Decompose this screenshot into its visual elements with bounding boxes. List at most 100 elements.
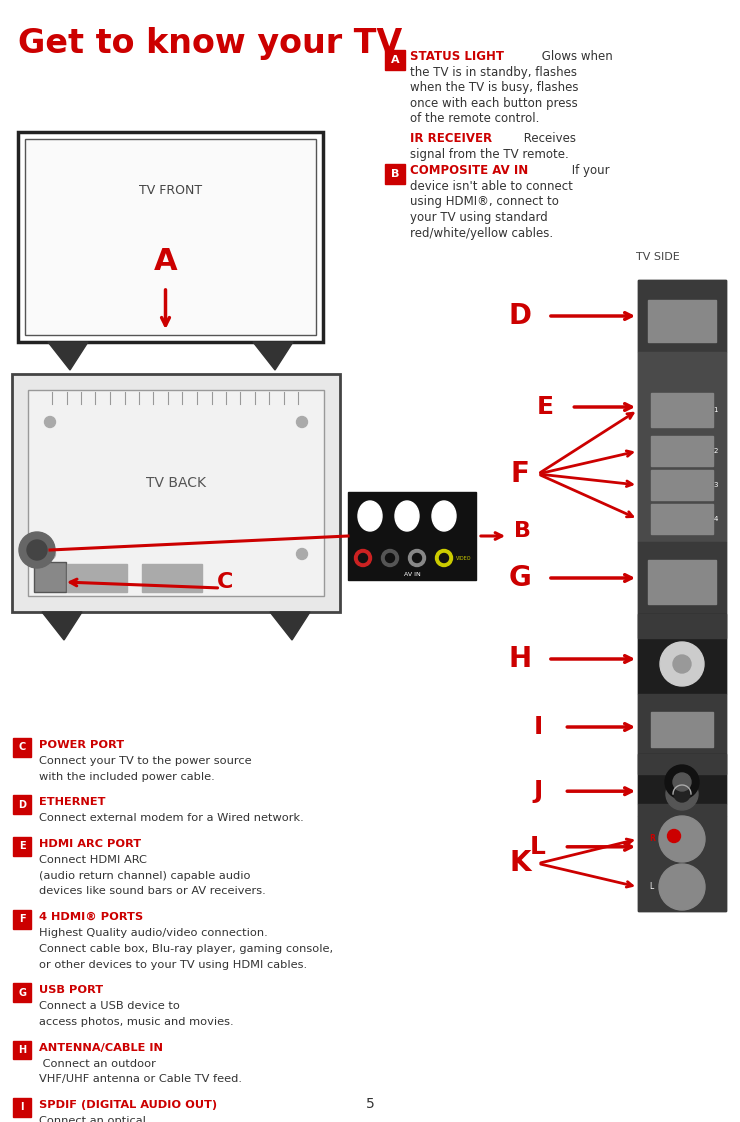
Circle shape xyxy=(412,553,422,562)
Circle shape xyxy=(44,549,56,560)
Bar xyxy=(638,754,726,774)
Text: I: I xyxy=(534,715,542,739)
Bar xyxy=(385,164,405,184)
Bar xyxy=(25,139,316,335)
Circle shape xyxy=(660,642,704,686)
Bar xyxy=(142,564,202,592)
Ellipse shape xyxy=(358,502,382,531)
Text: 4 HDMI® PORTS: 4 HDMI® PORTS xyxy=(39,912,144,922)
Bar xyxy=(651,712,713,747)
Bar xyxy=(651,470,713,500)
Text: Connect a USB device to: Connect a USB device to xyxy=(39,1001,181,1011)
Bar xyxy=(13,837,32,855)
Text: ETHERNET: ETHERNET xyxy=(664,289,700,295)
Bar xyxy=(12,374,340,611)
Text: ARC: ARC xyxy=(676,398,687,403)
Text: C: C xyxy=(18,743,26,752)
Text: Glows when: Glows when xyxy=(538,50,613,63)
Polygon shape xyxy=(253,342,293,370)
Text: Connect an optical: Connect an optical xyxy=(39,1116,147,1122)
Text: 5: 5 xyxy=(366,1097,374,1111)
Bar xyxy=(638,695,726,754)
Circle shape xyxy=(19,532,55,568)
Text: the TV is in standby, flashes: the TV is in standby, flashes xyxy=(410,66,577,79)
Bar xyxy=(385,50,405,70)
Text: E: E xyxy=(19,842,26,852)
Text: ANT: ANT xyxy=(676,629,688,635)
Text: SPDIF (DIGITAL AUDIO OUT): SPDIF (DIGITAL AUDIO OUT) xyxy=(39,1101,218,1110)
Ellipse shape xyxy=(432,502,456,531)
Circle shape xyxy=(382,550,399,567)
Bar xyxy=(34,562,66,592)
Text: RESET: RESET xyxy=(671,920,693,925)
Bar xyxy=(648,560,716,604)
Text: B: B xyxy=(514,521,531,541)
Text: when the TV is busy, flashes: when the TV is busy, flashes xyxy=(410,82,579,94)
Bar xyxy=(348,493,476,580)
Text: D: D xyxy=(508,302,531,330)
Text: STATUS LIGHT: STATUS LIGHT xyxy=(410,50,504,63)
Text: R: R xyxy=(649,835,655,844)
Polygon shape xyxy=(42,611,82,640)
Text: G: G xyxy=(18,987,26,997)
Circle shape xyxy=(674,787,690,802)
Text: SPDIF: SPDIF xyxy=(674,758,690,763)
Text: or other devices to your TV using HDMI cables.: or other devices to your TV using HDMI c… xyxy=(39,959,308,969)
Text: device isn't able to connect: device isn't able to connect xyxy=(410,180,573,193)
Circle shape xyxy=(297,416,308,427)
Text: red/white/yellow cables.: red/white/yellow cables. xyxy=(410,227,553,239)
Text: Receives: Receives xyxy=(520,132,576,145)
Text: USB: USB xyxy=(674,552,690,558)
Text: AV IN: AV IN xyxy=(403,572,420,577)
Polygon shape xyxy=(48,342,88,370)
Bar xyxy=(651,504,713,534)
Text: L: L xyxy=(530,835,546,858)
Bar xyxy=(18,132,323,342)
Circle shape xyxy=(673,773,691,791)
Text: using HDMI®, connect to: using HDMI®, connect to xyxy=(410,195,559,209)
Bar xyxy=(648,300,716,342)
Text: IR RECEIVER: IR RECEIVER xyxy=(410,132,492,145)
Text: access photos, music and movies.: access photos, music and movies. xyxy=(39,1017,234,1027)
Text: C: C xyxy=(217,572,234,592)
Text: J: J xyxy=(534,779,542,803)
Text: D: D xyxy=(18,800,26,810)
Text: once with each button press: once with each button press xyxy=(410,96,578,110)
Bar xyxy=(651,393,713,427)
Text: If your: If your xyxy=(568,164,610,177)
Circle shape xyxy=(386,553,394,562)
Text: your TV using standard: your TV using standard xyxy=(410,211,548,224)
Text: H: H xyxy=(18,1045,27,1055)
Text: (audio return channel) capable audio: (audio return channel) capable audio xyxy=(39,871,251,881)
Text: G: G xyxy=(508,564,531,592)
Text: AUDIO OUT: AUDIO OUT xyxy=(667,702,698,707)
Circle shape xyxy=(665,765,699,799)
Text: A: A xyxy=(391,55,400,65)
Bar xyxy=(638,542,726,614)
Text: TV FRONT: TV FRONT xyxy=(139,184,202,197)
Text: K: K xyxy=(509,849,531,877)
Bar xyxy=(13,910,32,929)
Bar xyxy=(13,738,32,756)
Circle shape xyxy=(44,416,56,427)
Text: devices like sound bars or AV receivers.: devices like sound bars or AV receivers. xyxy=(39,886,266,896)
Bar xyxy=(651,436,713,466)
Circle shape xyxy=(358,553,368,562)
Text: Get to know your TV: Get to know your TV xyxy=(18,27,403,59)
Bar xyxy=(638,280,726,804)
Text: USB PORT: USB PORT xyxy=(39,985,104,995)
Text: F: F xyxy=(19,914,26,925)
Text: 2: 2 xyxy=(713,448,718,454)
Circle shape xyxy=(666,778,698,810)
Text: I: I xyxy=(21,1103,24,1112)
Text: Highest Quality audio/video connection.: Highest Quality audio/video connection. xyxy=(39,928,269,938)
Text: B: B xyxy=(391,169,399,180)
Bar xyxy=(13,795,32,813)
Bar xyxy=(67,564,127,592)
Text: F: F xyxy=(511,460,529,488)
Circle shape xyxy=(27,540,47,560)
Circle shape xyxy=(440,553,448,562)
Bar xyxy=(13,983,32,1002)
Text: signal from the TV remote.: signal from the TV remote. xyxy=(410,148,569,160)
Text: ANTENNA/CABLE IN: ANTENNA/CABLE IN xyxy=(39,1042,164,1052)
